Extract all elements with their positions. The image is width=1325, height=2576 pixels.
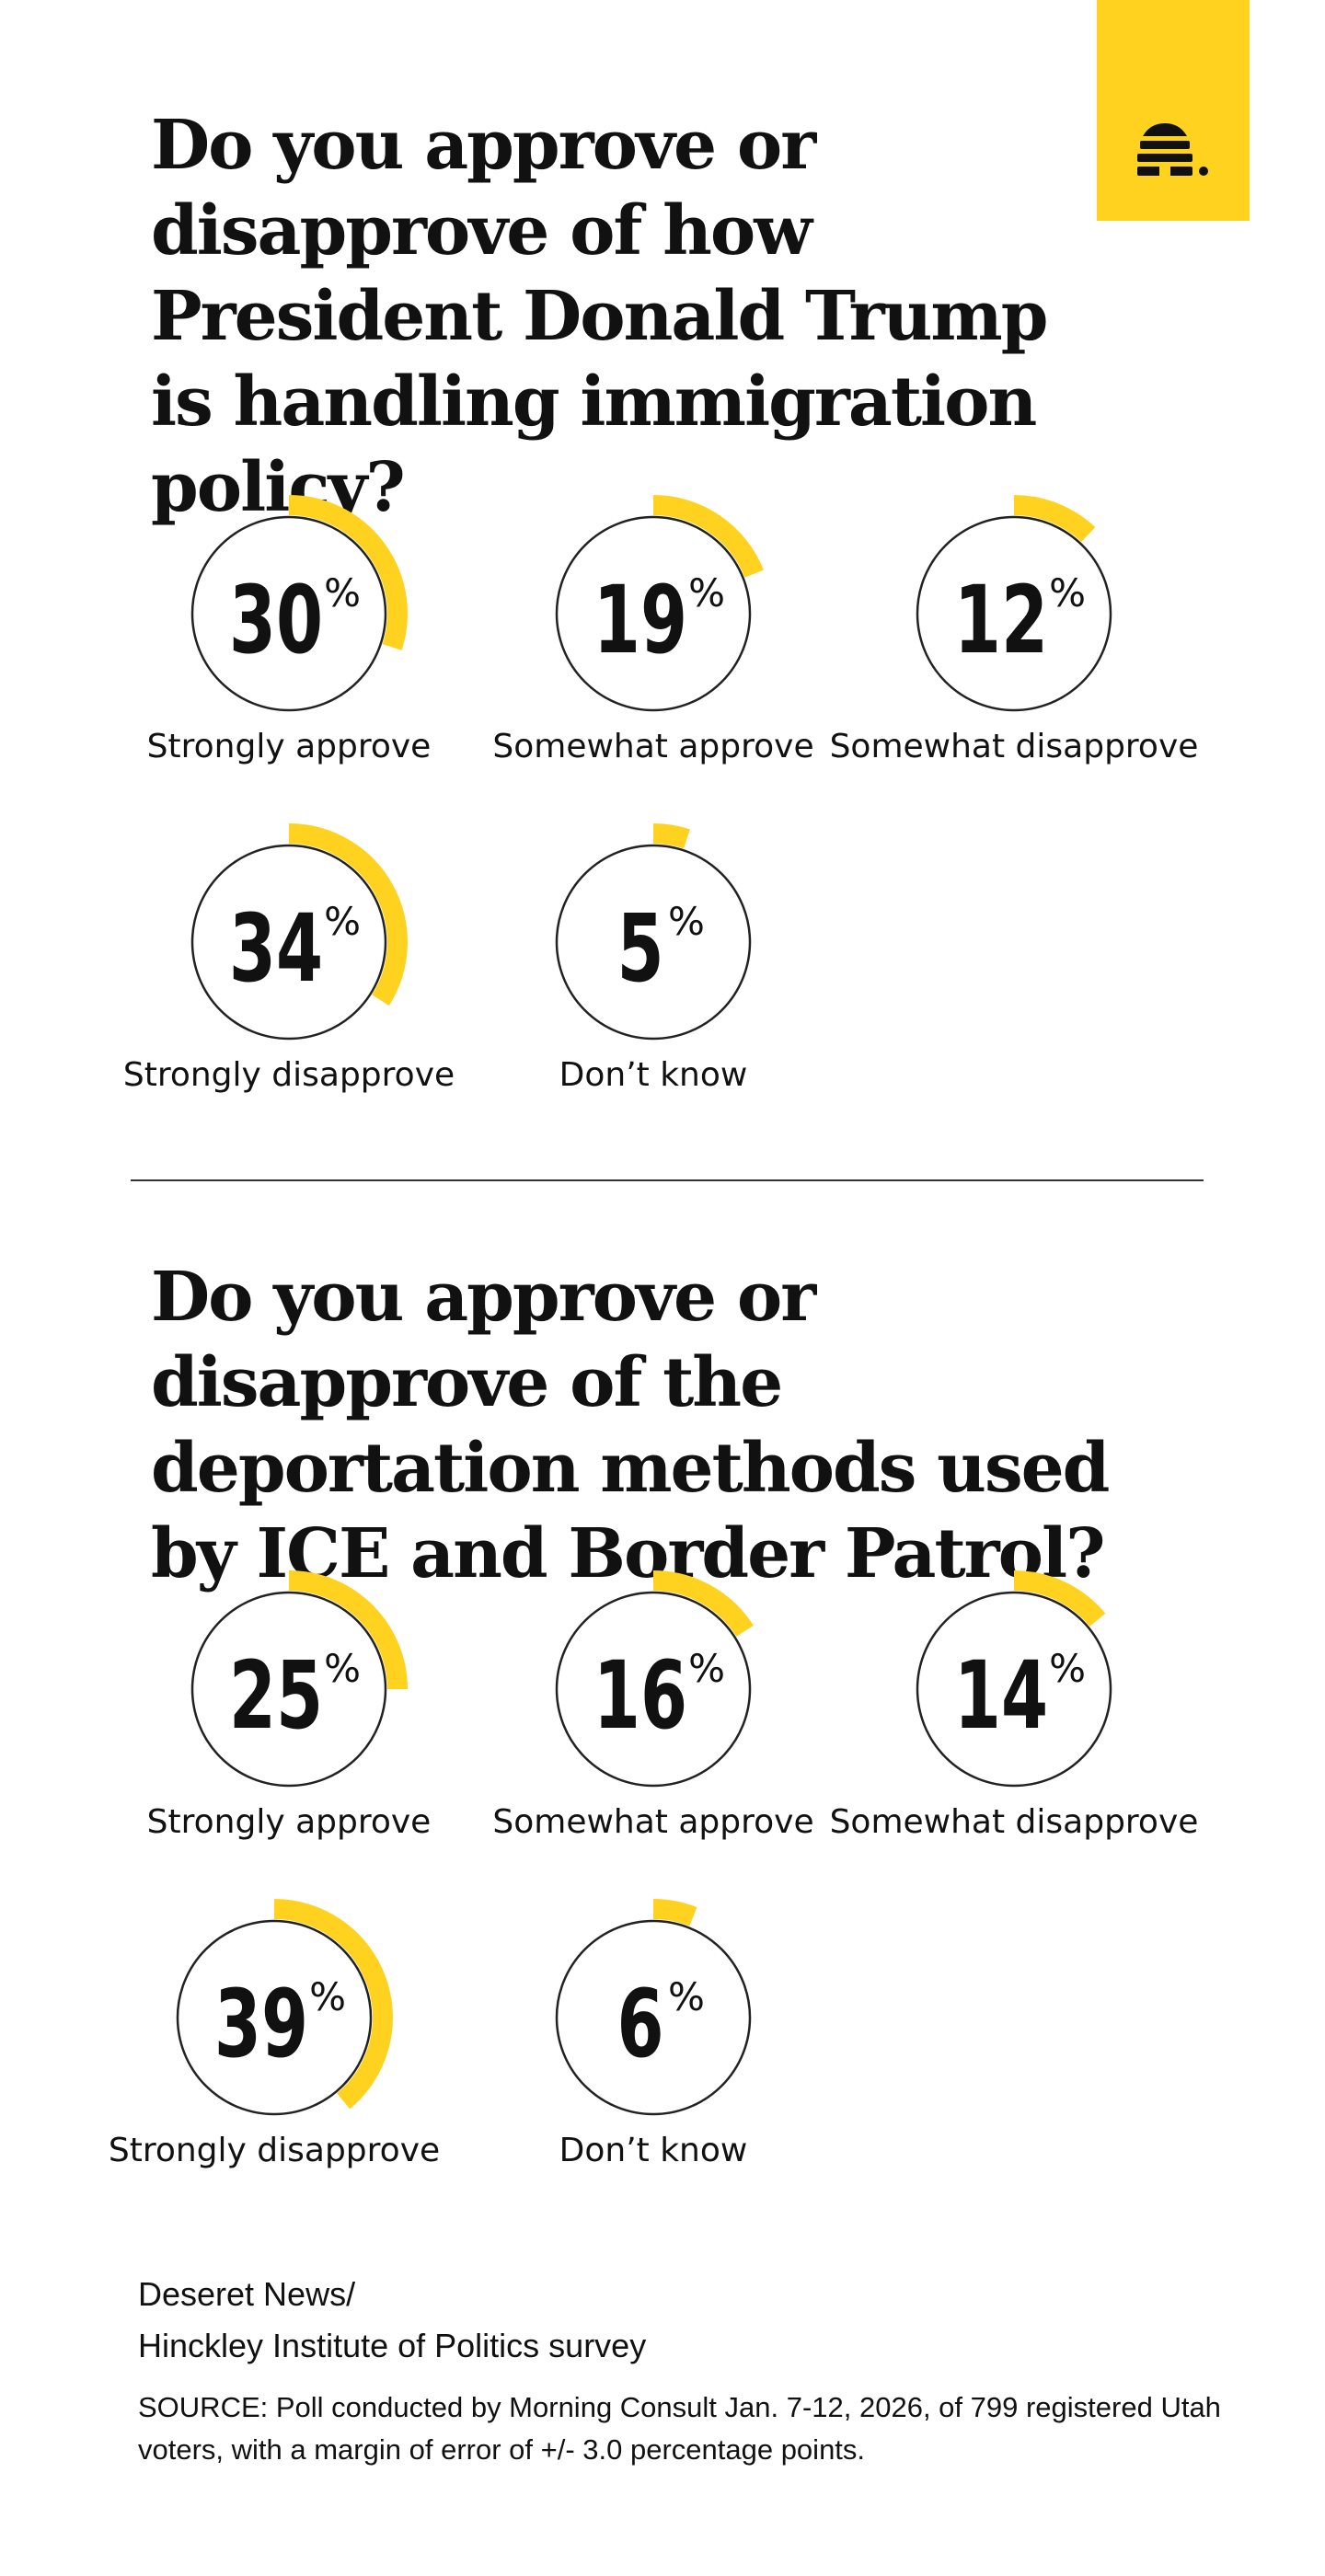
- source-note: SOURCE: Poll conducted by Morning Consul…: [138, 2391, 1221, 2466]
- gauge-1-2: 19 % Somewhat approve: [492, 495, 814, 765]
- gauge-2-1: 25 % Strongly approve: [147, 1570, 432, 1841]
- value-label: 39: [214, 1970, 308, 2078]
- percent-sign: %: [324, 570, 361, 615]
- percent-sign: %: [1049, 1646, 1086, 1691]
- percent-sign: %: [309, 1974, 346, 2019]
- category-label: Somewhat approve: [492, 728, 813, 765]
- value-label: 19: [593, 566, 687, 674]
- gauge-1-3: 12 % Somewhat disapprove: [830, 495, 1199, 765]
- gauge-1-5: 5 % Don’t know: [555, 823, 752, 1094]
- percent-sign: %: [668, 899, 705, 944]
- value-arc: [1013, 1570, 1106, 1627]
- value-arc: [1013, 495, 1096, 543]
- value-label: 16: [593, 1641, 687, 1750]
- category-label: Don’t know: [559, 2132, 748, 2169]
- gauge-ring: [176, 1919, 373, 2116]
- category-label: Strongly approve: [147, 1803, 432, 1841]
- percent-sign: %: [1049, 570, 1086, 615]
- value-arc: [273, 1899, 393, 2110]
- beehive-logo-icon: [1137, 123, 1208, 176]
- percent-sign: %: [688, 1646, 725, 1691]
- chart-q1-gauges: 30 % Strongly approve 19 % Somewhat approve 12…: [123, 495, 1199, 1094]
- category-label: Strongly disapprove: [123, 1056, 455, 1094]
- value-arc: [652, 1570, 754, 1637]
- gauge-ring: [555, 1919, 752, 2116]
- brand-logo: [1097, 0, 1250, 221]
- credit-line-1: Deseret News/: [138, 2275, 356, 2313]
- value-arc: [288, 823, 408, 1006]
- value-label: 25: [229, 1641, 323, 1750]
- category-label: Somewhat disapprove: [830, 1803, 1199, 1841]
- value-arc: [288, 495, 408, 650]
- gauge-2-2: 16 % Somewhat approve: [492, 1570, 814, 1841]
- value-arc: [652, 495, 764, 578]
- gauge-ring: [555, 515, 752, 712]
- gauge-ring: [916, 1591, 1112, 1788]
- value-arc: [652, 1899, 697, 1926]
- percent-sign: %: [324, 1646, 361, 1691]
- percent-sign: %: [688, 570, 725, 615]
- value-label: 6: [616, 1970, 663, 2078]
- category-label: Strongly disapprove: [109, 2132, 440, 2169]
- gauge-1-4: 34 % Strongly disapprove: [123, 823, 455, 1094]
- value-label: 12: [954, 566, 1048, 674]
- percent-sign: %: [668, 1974, 705, 2019]
- gauge-2-5: 6 % Don’t know: [555, 1899, 752, 2169]
- value-label: 30: [229, 566, 323, 674]
- question-1-title: Do you approve or disapprove of how Pres…: [151, 106, 1048, 527]
- value-arc: [288, 1570, 408, 1690]
- credit-line-2: Hinckley Institute of Politics survey: [138, 2327, 647, 2364]
- gauge-ring: [916, 515, 1112, 712]
- gauge-1-1: 30 % Strongly approve: [147, 495, 432, 765]
- percent-sign: %: [324, 899, 361, 944]
- value-arc: [652, 823, 690, 849]
- gauge-2-4: 39 % Strongly disapprove: [109, 1899, 440, 2169]
- chart-q2-gauges: 25 % Strongly approve 16 % Somewhat approve 14…: [109, 1570, 1199, 2169]
- value-label: 34: [229, 894, 323, 1003]
- category-label: Don’t know: [559, 1056, 748, 1094]
- gauge-ring: [555, 1591, 752, 1788]
- gauge-2-3: 14 % Somewhat disapprove: [830, 1570, 1199, 1841]
- gauge-ring: [190, 515, 387, 712]
- category-label: Somewhat approve: [492, 1803, 813, 1841]
- value-label: 5: [616, 894, 663, 1003]
- category-label: Somewhat disapprove: [830, 728, 1199, 765]
- value-label: 14: [954, 1641, 1048, 1750]
- category-label: Strongly approve: [147, 728, 432, 765]
- gauge-ring: [190, 844, 387, 1041]
- gauge-ring: [190, 1591, 387, 1788]
- section-divider: [131, 1179, 1204, 1181]
- survey-credit: Deseret News/ Hinckley Institute of Poli…: [138, 2269, 646, 2372]
- gauge-ring: [555, 844, 752, 1041]
